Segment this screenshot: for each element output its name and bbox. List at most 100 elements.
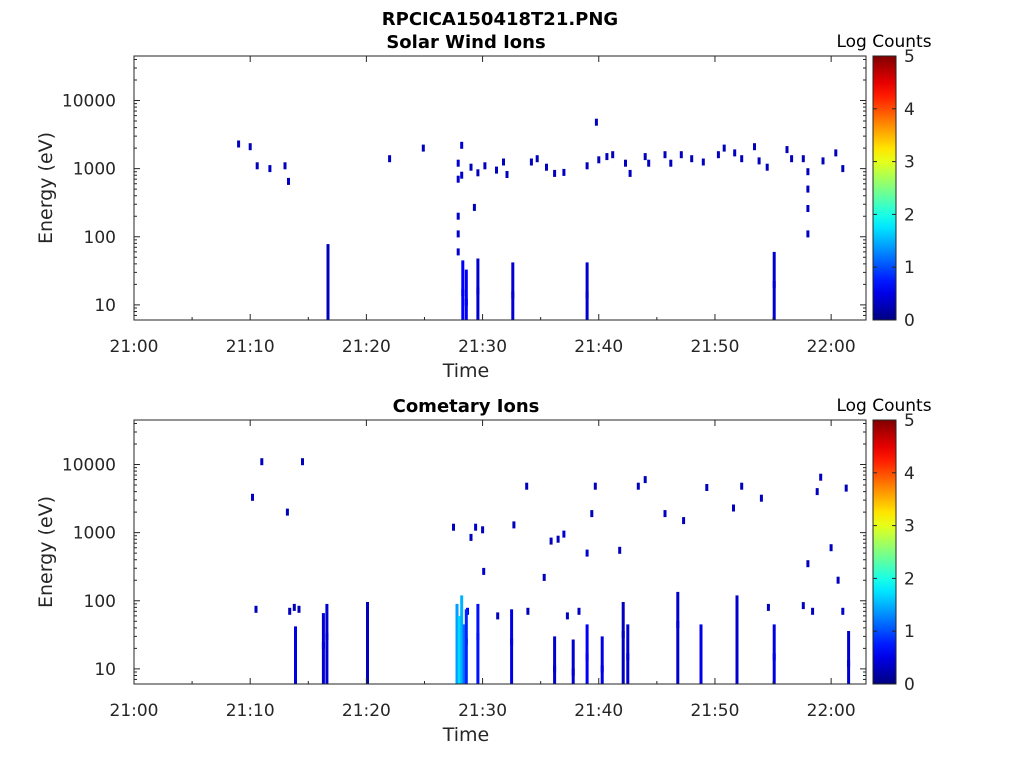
data-cell — [545, 163, 548, 171]
panel-solar-wind-ions: 21:00 21:10 21:20 21:30 21:40 21:50 22:0010100… — [35, 32, 932, 382]
data-streak — [571, 639, 575, 684]
y-tick-label: 100 — [84, 592, 116, 612]
data-cell — [643, 153, 647, 161]
data-cell — [562, 168, 566, 176]
data-cell — [556, 535, 560, 543]
data-cell — [285, 508, 289, 516]
x-tick-label: 21:30 — [458, 337, 507, 357]
data-cell — [834, 149, 838, 157]
data-streak — [676, 591, 680, 684]
data-streak — [699, 624, 703, 684]
colorbar-tick-label: 3 — [904, 517, 915, 537]
plot-frame — [133, 419, 867, 685]
data-cell — [618, 546, 622, 554]
data-cell — [456, 175, 460, 183]
x-axis-label: Time — [442, 360, 490, 382]
plot-frame — [133, 55, 867, 321]
data-cell — [811, 607, 815, 615]
y-tick-label: 1000 — [73, 160, 116, 180]
data-streak — [476, 258, 480, 320]
x-axis-label: Time — [442, 724, 490, 746]
x-tick-label: 21:10 — [226, 337, 275, 357]
data-streak — [553, 636, 557, 684]
data-cell — [690, 155, 694, 163]
data-streak — [455, 603, 459, 684]
data-cell — [260, 458, 264, 466]
data-cell — [785, 146, 789, 154]
data-cell — [585, 549, 589, 557]
data-cell — [456, 248, 460, 256]
data-cell — [819, 473, 823, 481]
data-cell — [251, 493, 254, 501]
data-cell — [529, 158, 533, 166]
x-tick-label: 21:20 — [342, 701, 391, 721]
data-streak — [585, 262, 589, 320]
data-cell — [526, 607, 530, 615]
data-cell — [469, 163, 473, 171]
data-cell — [469, 533, 473, 541]
data-streak — [621, 602, 625, 684]
data-cell — [585, 162, 589, 170]
data-streak — [461, 260, 465, 320]
data-cell — [733, 149, 737, 157]
data-cell — [821, 157, 825, 165]
colorbar-tick-label: 4 — [904, 464, 915, 484]
data-cell — [679, 151, 683, 159]
data-streak — [464, 269, 468, 320]
data-streak — [476, 603, 480, 684]
colorbar-tick-label: 0 — [904, 675, 915, 695]
data-cell — [562, 530, 566, 538]
data-cell — [753, 143, 756, 151]
panel-title: Solar Wind Ions — [386, 32, 545, 53]
x-tick-label: 22:00 — [807, 337, 856, 357]
data-cell — [790, 155, 794, 163]
data-cell — [829, 544, 833, 552]
data-cell — [705, 484, 709, 491]
data-cell — [456, 212, 460, 220]
data-cell — [663, 151, 667, 159]
data-cell — [421, 144, 425, 152]
colorbar-tick-label: 1 — [904, 622, 915, 642]
data-cell — [287, 177, 290, 185]
data-cell — [593, 482, 597, 490]
data-cell — [472, 203, 476, 211]
colorbar-tick-label: 4 — [904, 100, 915, 120]
data-cell — [682, 517, 686, 525]
data-cell — [512, 521, 516, 529]
x-tick-label: 21:40 — [574, 337, 623, 357]
data-cell — [476, 169, 480, 177]
data-cell — [701, 158, 705, 166]
data-cell — [806, 560, 810, 568]
data-cell — [452, 523, 455, 531]
data-streak — [585, 624, 589, 684]
data-streak — [735, 595, 739, 684]
panel-title: Cometary Ions — [393, 396, 540, 417]
x-tick-label: 21:30 — [458, 701, 507, 721]
data-cell — [388, 155, 392, 163]
data-streak — [294, 626, 297, 684]
y-axis-label: Energy (eV) — [35, 132, 57, 244]
data-cell — [605, 153, 609, 161]
data-cell — [474, 523, 478, 531]
data-cell — [301, 458, 304, 466]
data-cell — [482, 567, 486, 575]
data-streak — [772, 624, 776, 684]
data-streak — [366, 602, 369, 684]
data-streak — [326, 244, 330, 320]
data-cell — [255, 162, 259, 170]
data-cell — [757, 157, 761, 165]
data-cell — [740, 482, 744, 490]
colorbar-tick-label: 2 — [904, 205, 915, 225]
x-tick-label: 21:50 — [690, 701, 739, 721]
data-streak — [325, 603, 329, 684]
data-cell — [505, 171, 509, 178]
data-cell — [535, 155, 539, 163]
colorbar-tick-label: 3 — [904, 153, 915, 173]
data-cell — [577, 607, 581, 615]
data-cell — [268, 165, 272, 173]
data-cell — [628, 169, 632, 177]
data-streak — [321, 613, 325, 684]
data-cell — [716, 151, 720, 159]
data-streak — [457, 615, 461, 684]
data-cell — [806, 230, 810, 238]
